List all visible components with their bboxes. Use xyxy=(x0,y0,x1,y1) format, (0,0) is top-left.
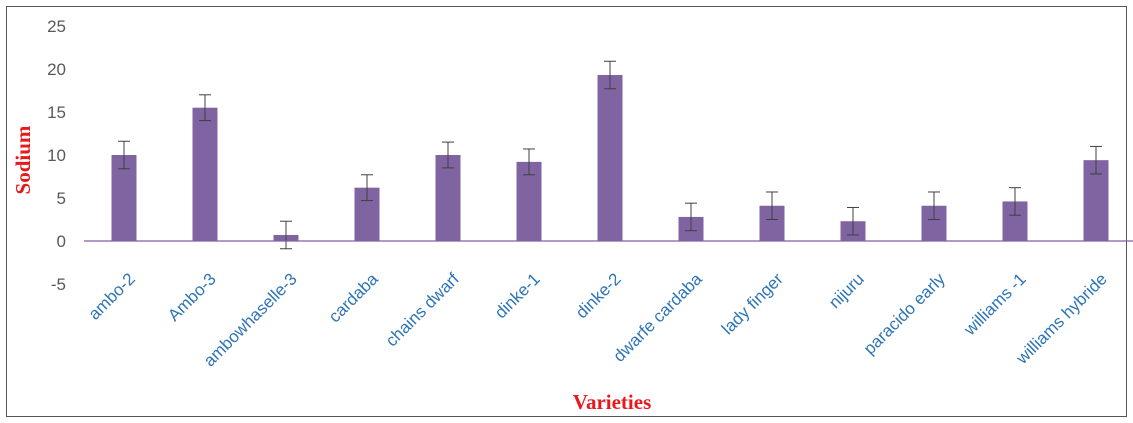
x-tick-label: cardaba xyxy=(325,269,382,326)
y-tick-label: 25 xyxy=(47,17,66,36)
x-tick-label: Ambo-3 xyxy=(164,269,220,325)
error-bar xyxy=(118,140,130,170)
error-bar xyxy=(604,60,616,90)
error-bar xyxy=(847,206,859,236)
error-bar xyxy=(361,174,373,202)
bar xyxy=(435,155,461,241)
y-tick-label: 20 xyxy=(47,60,66,79)
x-tick-label: dinke-1 xyxy=(491,269,544,322)
error-bar xyxy=(1090,145,1102,175)
y-tick-label: 15 xyxy=(47,103,66,122)
x-tick-label: nijuru xyxy=(825,269,868,312)
error-bar xyxy=(1009,187,1021,216)
error-bar xyxy=(442,141,454,169)
bar xyxy=(192,107,218,241)
y-tick-label: 5 xyxy=(57,189,66,208)
y-tick-label: 0 xyxy=(57,232,66,251)
x-tick-label: paracido early xyxy=(860,269,949,358)
y-axis-ticks: -5 0 5 10 15 20 25 xyxy=(47,17,66,294)
x-tick-label: lady finger xyxy=(718,269,787,338)
error-bar xyxy=(523,148,535,176)
error-bar xyxy=(199,94,211,122)
x-tick-label: ambo-2 xyxy=(85,269,139,323)
error-bar xyxy=(280,220,292,250)
x-tick-label: chains dwarf xyxy=(382,269,463,350)
bars xyxy=(111,75,1109,242)
y-axis-title: Sodium xyxy=(11,125,35,194)
bar xyxy=(111,155,137,241)
y-tick-label: -5 xyxy=(51,275,66,294)
error-bar xyxy=(766,191,778,220)
error-bars xyxy=(118,60,1102,250)
error-bar xyxy=(928,191,940,220)
y-tick-label: 10 xyxy=(47,146,66,165)
bar xyxy=(597,75,623,242)
x-axis-title: Varieties xyxy=(573,390,652,414)
error-bar xyxy=(685,202,697,232)
x-tick-label: williams -1 xyxy=(960,269,1030,339)
x-tick-label: dinke-2 xyxy=(572,269,625,322)
